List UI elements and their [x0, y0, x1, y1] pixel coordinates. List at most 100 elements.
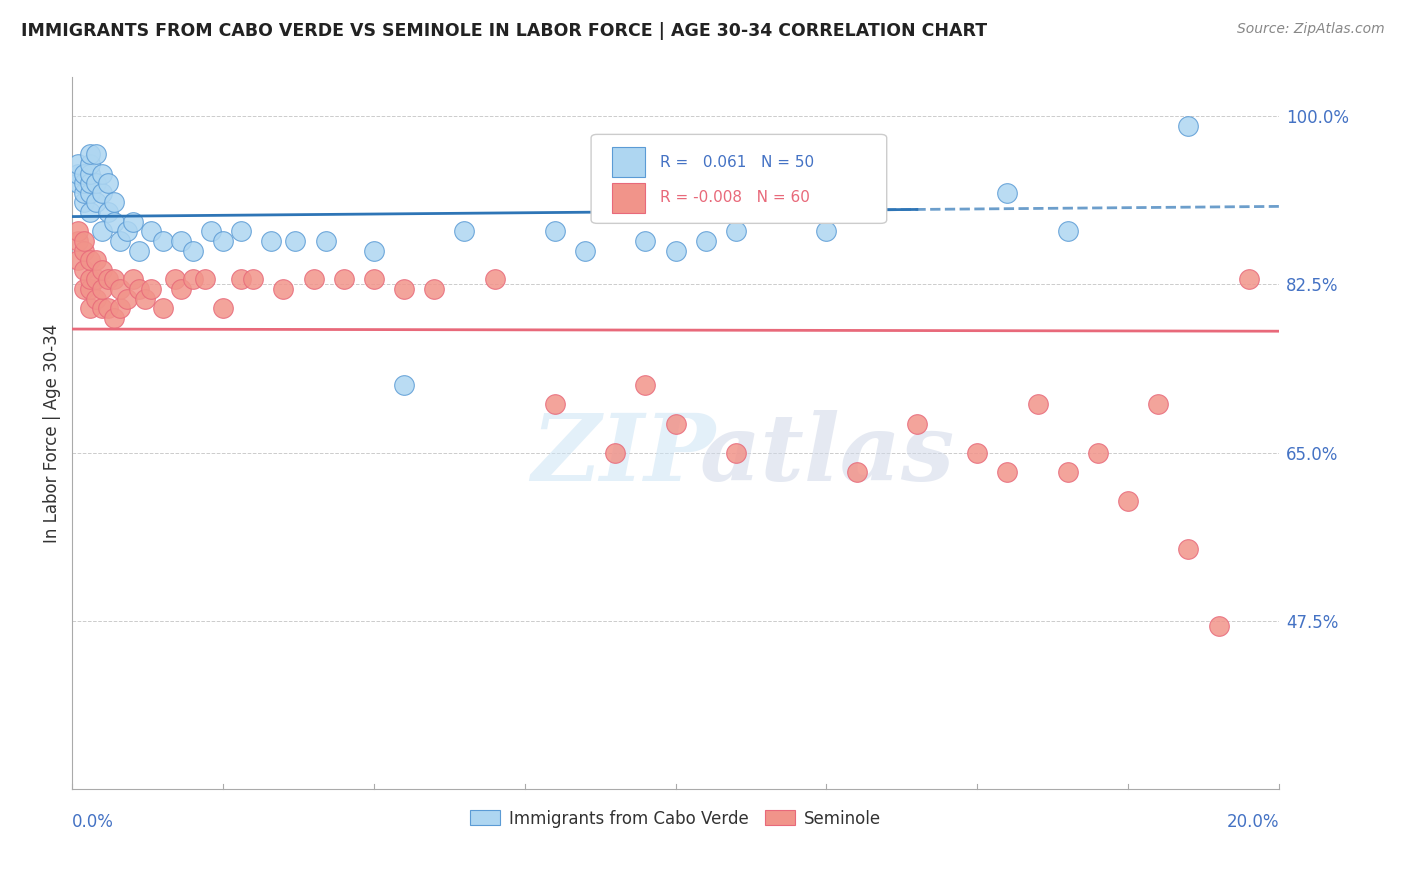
Point: [79, 157, 101, 171]
Point: [86, 147, 108, 161]
Point: [67, 253, 90, 268]
FancyBboxPatch shape: [591, 135, 887, 223]
Point: [86, 195, 108, 210]
Point: [73, 244, 96, 258]
Point: [363, 272, 385, 286]
Point: [110, 301, 132, 316]
Point: [1026, 397, 1049, 411]
Point: [67, 167, 90, 181]
Point: [86, 292, 108, 306]
Point: [67, 234, 90, 248]
Point: [91, 224, 114, 238]
Point: [73, 262, 96, 277]
Point: [67, 157, 90, 171]
Point: [212, 301, 235, 316]
Point: [79, 186, 101, 200]
Point: [995, 465, 1018, 479]
Point: [79, 176, 101, 190]
Text: 20.0%: 20.0%: [1226, 814, 1279, 831]
Point: [242, 272, 264, 286]
Point: [79, 272, 101, 286]
Point: [302, 272, 325, 286]
Point: [103, 215, 125, 229]
Text: atlas: atlas: [700, 409, 955, 500]
Point: [1056, 224, 1078, 238]
Point: [332, 272, 354, 286]
Point: [97, 205, 120, 219]
Point: [79, 205, 101, 219]
Text: IMMIGRANTS FROM CABO VERDE VS SEMINOLE IN LABOR FORCE | AGE 30-34 CORRELATION CH: IMMIGRANTS FROM CABO VERDE VS SEMINOLE I…: [21, 22, 987, 40]
Point: [1237, 272, 1260, 286]
Point: [392, 282, 415, 296]
Point: [91, 167, 114, 181]
Point: [1177, 541, 1199, 556]
Point: [121, 215, 143, 229]
Point: [152, 234, 174, 248]
Point: [1208, 618, 1230, 632]
Point: [86, 272, 108, 286]
Point: [73, 186, 96, 200]
Point: [815, 224, 838, 238]
Point: [163, 272, 186, 286]
Point: [181, 272, 204, 286]
Point: [103, 272, 125, 286]
Point: [363, 244, 385, 258]
Y-axis label: In Labor Force | Age 30-34: In Labor Force | Age 30-34: [44, 324, 60, 543]
Point: [110, 282, 132, 296]
Point: [453, 224, 475, 238]
Point: [103, 195, 125, 210]
Point: [79, 147, 101, 161]
Point: [724, 445, 747, 459]
Point: [1147, 397, 1170, 411]
Point: [86, 176, 108, 190]
Point: [905, 417, 928, 431]
Point: [97, 272, 120, 286]
Point: [194, 272, 217, 286]
Point: [73, 176, 96, 190]
Point: [73, 282, 96, 296]
Point: [995, 186, 1018, 200]
Point: [634, 378, 657, 392]
Text: R =   0.061   N = 50: R = 0.061 N = 50: [659, 154, 814, 169]
Bar: [612, 147, 645, 178]
Text: ZIP: ZIP: [530, 409, 716, 500]
Point: [1177, 119, 1199, 133]
Text: 0.0%: 0.0%: [72, 814, 114, 831]
Point: [1056, 465, 1078, 479]
Point: [574, 244, 596, 258]
Point: [170, 282, 193, 296]
Point: [315, 234, 337, 248]
Point: [544, 224, 567, 238]
Point: [1087, 445, 1109, 459]
Point: [695, 234, 717, 248]
Point: [67, 224, 90, 238]
Point: [115, 292, 138, 306]
Point: [73, 167, 96, 181]
Point: [67, 176, 90, 190]
Point: [1116, 493, 1139, 508]
Point: [484, 272, 506, 286]
Point: [260, 234, 283, 248]
Point: [664, 244, 686, 258]
Point: [724, 224, 747, 238]
Point: [664, 417, 686, 431]
Point: [91, 282, 114, 296]
Point: [200, 224, 222, 238]
Point: [79, 301, 101, 316]
Point: [273, 282, 295, 296]
Point: [128, 282, 150, 296]
Point: [152, 301, 174, 316]
Point: [284, 234, 307, 248]
Point: [212, 234, 235, 248]
Point: [121, 272, 143, 286]
Point: [79, 167, 101, 181]
Point: [170, 234, 193, 248]
Point: [73, 234, 96, 248]
Text: Source: ZipAtlas.com: Source: ZipAtlas.com: [1237, 22, 1385, 37]
Point: [103, 310, 125, 325]
Point: [97, 176, 120, 190]
Point: [134, 292, 156, 306]
Point: [73, 195, 96, 210]
Point: [91, 186, 114, 200]
Point: [79, 282, 101, 296]
